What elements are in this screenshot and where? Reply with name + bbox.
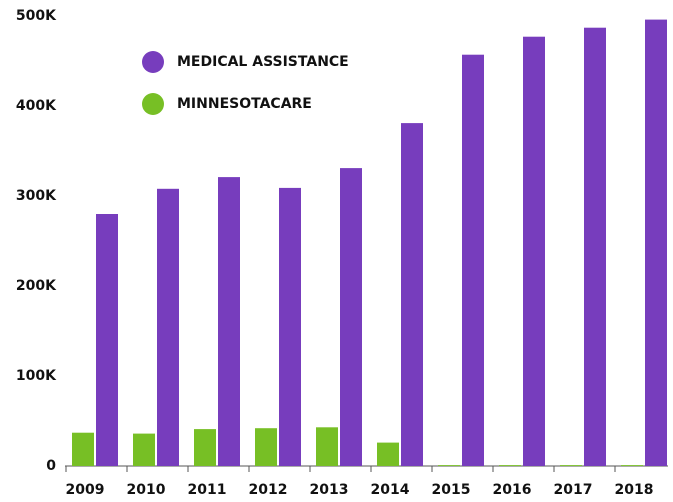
bar (377, 442, 399, 466)
bar (438, 465, 460, 466)
bar (499, 465, 521, 466)
bar (316, 427, 338, 466)
bar (133, 433, 155, 466)
x-tick-label: 2012 (249, 482, 288, 498)
bar (462, 54, 484, 466)
y-tick-label: 400K (16, 98, 57, 114)
legend-label: MINNESOTACARE (177, 96, 312, 112)
bar (218, 177, 240, 466)
y-tick-label: 0 (46, 458, 56, 474)
bar (621, 465, 643, 466)
x-tick-label: 2009 (66, 482, 105, 498)
y-tick-label: 300K (16, 188, 57, 204)
x-tick-label: 2016 (493, 482, 532, 498)
x-tick-label: 2011 (188, 482, 227, 498)
bar (523, 36, 545, 466)
x-tick-label: 2015 (432, 482, 471, 498)
x-tick-label: 2014 (371, 482, 410, 498)
bar (157, 188, 179, 467)
bar (72, 432, 94, 466)
bar (279, 187, 301, 466)
y-tick-label: 500K (16, 8, 57, 24)
bar (194, 429, 216, 466)
bar (645, 19, 667, 466)
x-tick-label: 2010 (127, 482, 166, 498)
bar (255, 428, 277, 466)
y-tick-label: 100K (16, 368, 57, 384)
bar (560, 465, 582, 466)
bar (401, 123, 423, 466)
y-tick-label: 200K (16, 278, 57, 294)
bar (340, 168, 362, 466)
legend-swatch (142, 93, 164, 115)
legend-swatch (142, 51, 164, 73)
x-tick-label: 2013 (310, 482, 349, 498)
legend-label: MEDICAL ASSISTANCE (177, 54, 349, 70)
bar (584, 27, 606, 466)
x-tick-label: 2017 (554, 482, 593, 498)
x-tick-label: 2018 (615, 482, 654, 498)
bar (96, 214, 118, 466)
